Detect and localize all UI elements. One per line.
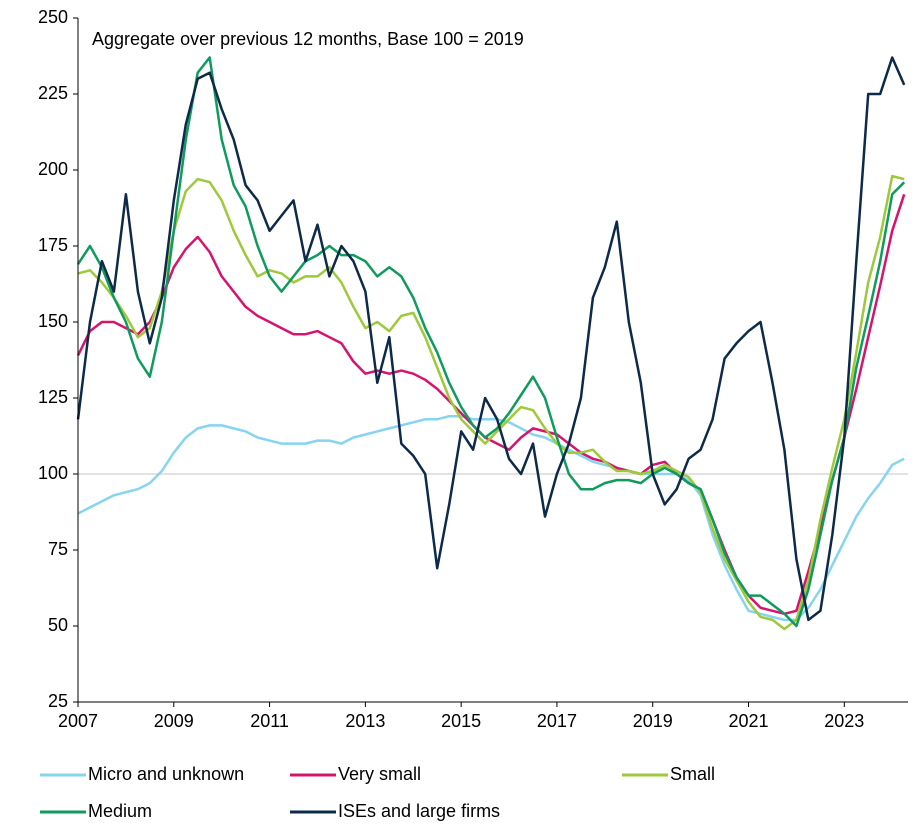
- y-tick-label: 75: [48, 539, 68, 559]
- y-tick-label: 175: [38, 235, 68, 255]
- x-tick-label: 2011: [250, 711, 289, 731]
- legend-label: Micro and unknown: [88, 764, 244, 784]
- y-tick-label: 200: [38, 159, 68, 179]
- x-tick-label: 2017: [537, 711, 577, 731]
- x-tick-label: 2021: [728, 711, 768, 731]
- x-tick-label: 2023: [824, 711, 864, 731]
- x-tick-label: 2009: [154, 711, 194, 731]
- y-tick-label: 250: [38, 7, 68, 27]
- series-line: [76, 193, 906, 616]
- legend-label: Very small: [338, 764, 421, 784]
- legend-label: Medium: [88, 801, 152, 821]
- x-tick-label: 2007: [58, 711, 98, 731]
- y-tick-label: 100: [38, 463, 68, 483]
- y-tick-label: 25: [48, 691, 68, 711]
- x-tick-label: 2019: [633, 711, 673, 731]
- series-line: [77, 174, 905, 631]
- series-line: [76, 56, 906, 622]
- y-tick-label: 125: [38, 387, 68, 407]
- series-line: [76, 56, 906, 628]
- y-tick-label: 225: [38, 83, 68, 103]
- x-tick-label: 2013: [345, 711, 385, 731]
- y-tick-label: 150: [38, 311, 68, 331]
- x-tick-label: 2015: [441, 711, 481, 731]
- legend-label: ISEs and large firms: [338, 801, 500, 821]
- y-tick-label: 50: [48, 615, 68, 635]
- series-line: [77, 414, 905, 622]
- legend-label: Small: [670, 764, 715, 784]
- annotation: Aggregate over previous 12 months, Base …: [92, 29, 524, 49]
